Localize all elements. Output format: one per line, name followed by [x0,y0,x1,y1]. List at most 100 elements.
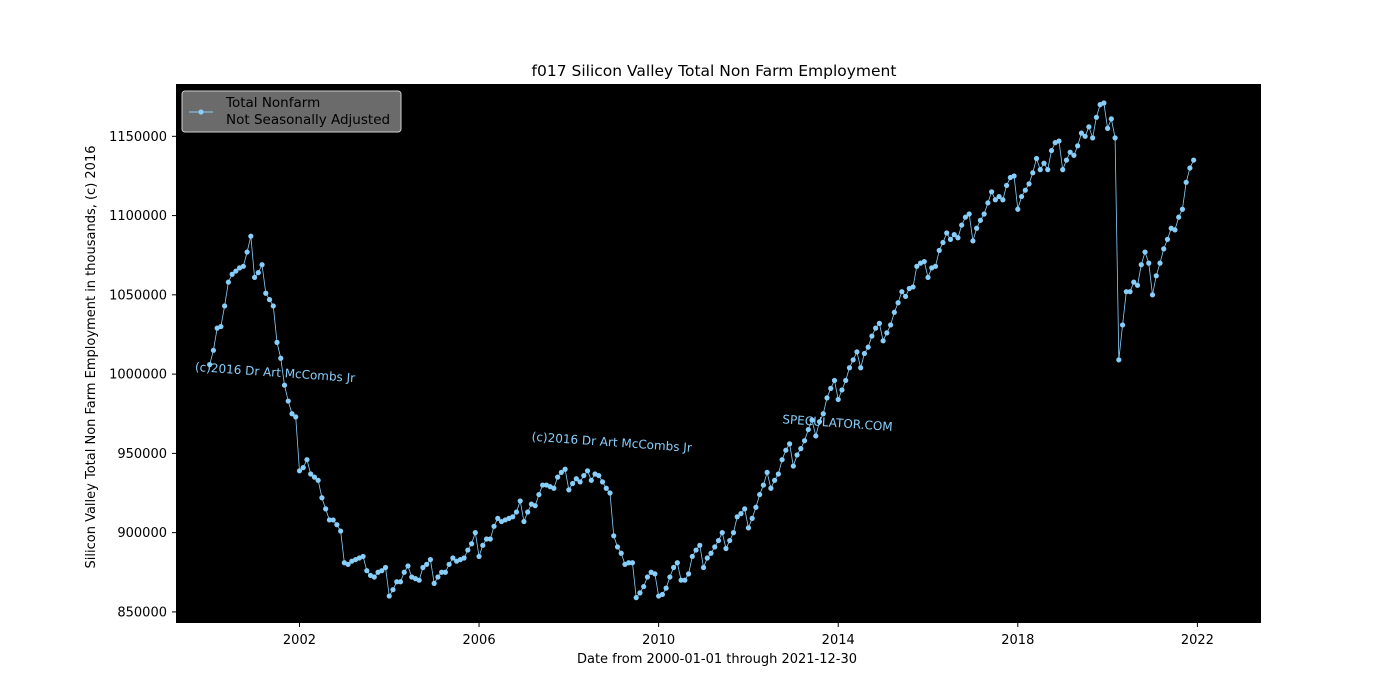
data-point [296,468,303,474]
data-point [480,542,486,548]
data-point [334,522,340,528]
data-point [835,396,841,403]
x-tick-label: 2014 [822,633,855,648]
data-point [652,571,658,577]
data-point [618,550,624,556]
data-point [1041,160,1047,166]
data-point [689,553,695,560]
data-point [420,564,426,571]
data-point [551,485,557,491]
data-point [1146,260,1152,266]
data-point [517,498,523,504]
data-point [876,320,882,326]
data-point [405,563,411,569]
data-point [760,482,767,488]
data-point [1119,322,1126,328]
data-point [962,214,969,220]
data-point [828,385,834,391]
data-point [947,236,954,242]
data-point [1048,147,1055,154]
data-point [427,556,434,563]
legend: Total Nonfarm Not Seasonally Adjusted [181,90,402,133]
data-point [738,511,744,517]
data-point [1123,289,1129,295]
data-point [521,518,527,525]
data-point [285,398,291,404]
y-axis-title: Silicon Valley Total Non Farm Employment… [84,146,99,569]
data-point [450,555,456,561]
data-point [921,258,927,265]
data-point [1134,282,1141,288]
data-point [1026,181,1032,187]
y-tick-label: 900000 [117,526,167,541]
data-point [244,249,250,255]
data-point [932,263,939,269]
x-tick-label: 2010 [642,633,675,648]
data-point [745,525,752,531]
data-point [880,338,886,344]
x-tick-label: 2022 [1181,633,1214,648]
data-point [955,235,961,241]
data-point [1093,114,1099,120]
data-point [753,504,759,510]
data-point [1101,100,1107,106]
data-point [603,485,609,491]
data-point [251,274,258,281]
data-point [1056,138,1062,144]
data-point [1138,262,1144,268]
x-axis: 2002 2006 2010 2014 2018 2022 [283,623,1214,648]
data-point [1071,152,1077,158]
data-point [682,577,688,583]
data-point [663,585,669,591]
data-point [940,239,946,246]
data-point [431,580,437,586]
data-point [723,545,729,552]
data-point [700,564,707,571]
data-point [424,561,430,567]
y-tick-label: 1150000 [109,130,167,145]
data-point [225,279,231,285]
data-point [989,189,995,195]
data-point [1063,157,1070,163]
data-point [1078,130,1085,136]
data-point [678,577,684,583]
data-point [386,593,392,599]
data-point [614,544,621,550]
data-point [1045,167,1051,173]
data-point [1153,273,1159,279]
data-point [996,193,1002,200]
data-point [222,303,228,309]
data-point [461,555,467,561]
data-point [944,230,950,236]
data-point [371,574,377,580]
data-point [210,347,217,353]
data-point [1018,193,1025,200]
y-tick-label: 1000000 [109,368,167,383]
data-point [633,595,639,601]
data-point [742,506,748,512]
data-point [584,468,591,474]
data-point [569,480,576,487]
data-point [1105,125,1111,131]
data-point [790,463,796,469]
data-point [1037,167,1043,173]
legend-box [181,90,402,133]
data-point [304,457,310,463]
data-point [1142,249,1148,255]
data-point [772,477,778,483]
data-point [379,568,385,574]
data-point [1000,197,1006,203]
data-point [966,211,972,217]
data-point [345,561,351,567]
data-point [536,491,542,498]
data-point [959,222,965,228]
data-point [951,232,957,238]
data-point [798,446,804,452]
data-point [248,233,254,239]
data-point [854,349,860,355]
x-axis-title: Date from 2000-01-01 through 2021-12-30 [577,652,857,667]
data-point [895,300,901,306]
data-point [338,528,344,534]
data-point [891,309,897,315]
